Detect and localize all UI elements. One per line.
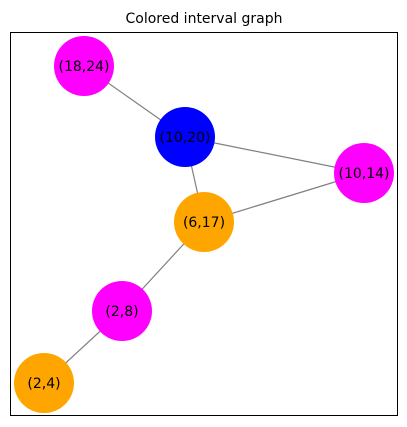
graph-node: (18,24) [54, 36, 114, 96]
graph-node: (2,4) [14, 353, 74, 413]
node-circle [174, 192, 234, 252]
edge-n10_20-n10_14 [184, 136, 365, 174]
graph-node: (2,8) [92, 281, 152, 341]
node-circle [54, 36, 114, 96]
nodes-layer: (18,24) (10,20) (10,14) (6,17) (2,8) (2,4) [14, 36, 394, 413]
node-label: (10,14) [338, 166, 389, 182]
node-circle [334, 143, 394, 203]
node-label: (10,20) [159, 130, 210, 146]
graph-title: Colored interval graph [125, 11, 282, 27]
graph-node: (10,20) [155, 107, 215, 167]
node-circle [14, 353, 74, 413]
node-label: (18,24) [58, 59, 109, 75]
graph-node: (6,17) [174, 192, 234, 252]
node-label: (2,8) [105, 304, 138, 320]
graph-node: (10,14) [334, 143, 394, 203]
node-circle [92, 281, 152, 341]
node-label: (6,17) [183, 215, 225, 231]
node-label: (2,4) [27, 376, 60, 392]
node-circle [155, 107, 215, 167]
